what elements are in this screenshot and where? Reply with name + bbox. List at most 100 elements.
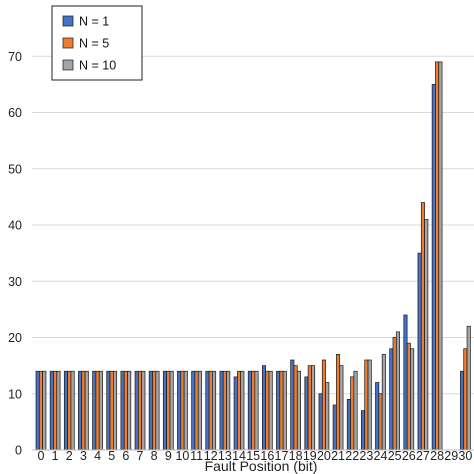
bar-n1-pos-18 bbox=[290, 359, 295, 451]
bar-n5-pos-15 bbox=[251, 370, 256, 451]
x-tick-label: 9 bbox=[165, 449, 172, 463]
bar-n5-pos-21 bbox=[336, 354, 341, 451]
bar-n1-pos-0 bbox=[35, 370, 40, 451]
bars bbox=[35, 61, 471, 451]
x-tick-label: 18 bbox=[289, 449, 303, 463]
bar-n1-pos-17 bbox=[276, 370, 281, 451]
bar-n1-pos-27 bbox=[417, 252, 422, 451]
bar-n1-pos-9 bbox=[162, 370, 167, 451]
bar-n1-pos-22 bbox=[346, 399, 351, 451]
bar-n5-pos-12 bbox=[208, 370, 213, 451]
bar-n5-pos-4 bbox=[95, 370, 100, 451]
y-tick-label: 20 bbox=[8, 331, 22, 345]
bar-n5-pos-5 bbox=[109, 370, 114, 451]
y-tick-label: 40 bbox=[8, 219, 22, 233]
x-tick-label: 23 bbox=[359, 449, 373, 463]
bar-n1-pos-19 bbox=[304, 376, 309, 451]
bar-n10-pos-0 bbox=[42, 370, 47, 451]
x-tick-label: 12 bbox=[204, 449, 218, 463]
bar-n10-pos-27 bbox=[424, 219, 429, 451]
bar-n10-pos-30 bbox=[466, 325, 471, 451]
bar-n1-pos-11 bbox=[191, 370, 196, 451]
bar-n10-pos-15 bbox=[254, 370, 259, 451]
bar-n5-pos-14 bbox=[237, 370, 242, 451]
bar-n10-pos-1 bbox=[56, 370, 61, 451]
x-tick-label: 30 bbox=[458, 449, 472, 463]
bar-n5-pos-17 bbox=[279, 370, 284, 451]
x-tick-label: 26 bbox=[402, 449, 416, 463]
x-tick-label: 16 bbox=[260, 449, 274, 463]
bar-n5-pos-24 bbox=[378, 393, 383, 451]
bar-n1-pos-15 bbox=[247, 370, 252, 451]
x-tick-label: 8 bbox=[151, 449, 158, 463]
x-tick-label: 5 bbox=[108, 449, 115, 463]
x-axis: 0 1 2 3 4 5 6 7 8 9 10 11 12 13 14 15 16 17 18 19 20 21 22 23 24… bbox=[38, 449, 473, 463]
bar-n5-pos-27 bbox=[420, 202, 425, 451]
bar-n5-pos-1 bbox=[53, 370, 58, 451]
bar-n10-pos-4 bbox=[98, 370, 103, 451]
bar-n10-pos-26 bbox=[410, 348, 415, 451]
bar-n10-pos-22 bbox=[353, 370, 358, 451]
bar-n1-pos-24 bbox=[375, 382, 380, 451]
x-tick-label: 10 bbox=[175, 449, 189, 463]
x-tick-label: 17 bbox=[275, 449, 289, 463]
bar-n1-pos-16 bbox=[262, 365, 267, 451]
bar-n10-pos-24 bbox=[381, 354, 386, 451]
bar-n5-pos-7 bbox=[138, 370, 143, 451]
y-tick-label: 10 bbox=[8, 387, 22, 401]
x-tick-label: 29 bbox=[444, 449, 458, 463]
x-tick-label: 0 bbox=[38, 449, 45, 463]
bar-n10-pos-3 bbox=[84, 370, 89, 451]
bar-n10-pos-9 bbox=[169, 370, 174, 451]
bar-n5-pos-19 bbox=[307, 365, 312, 451]
x-tick-label: 2 bbox=[66, 449, 73, 463]
bar-n5-pos-16 bbox=[265, 370, 270, 451]
bar-n10-pos-10 bbox=[183, 370, 188, 451]
bar-n5-pos-25 bbox=[392, 337, 397, 451]
bar-n10-pos-25 bbox=[395, 331, 400, 451]
legend: N = 1 N = 5 N = 10 bbox=[51, 5, 143, 81]
bar-n5-pos-0 bbox=[38, 370, 43, 451]
bar-n10-pos-11 bbox=[197, 370, 202, 451]
x-tick-label: 3 bbox=[80, 449, 87, 463]
bar-n5-pos-11 bbox=[194, 370, 199, 451]
x-tick-label: 27 bbox=[416, 449, 430, 463]
bar-n1-pos-23 bbox=[361, 410, 366, 451]
bar-n5-pos-9 bbox=[166, 370, 171, 451]
bar-n1-pos-1 bbox=[49, 370, 54, 451]
bar-n10-pos-12 bbox=[212, 370, 217, 451]
x-tick-label: 19 bbox=[303, 449, 317, 463]
bar-n10-pos-6 bbox=[127, 370, 132, 451]
bar-n10-pos-23 bbox=[367, 359, 372, 451]
legend-swatch-n10 bbox=[62, 59, 74, 71]
bar-n10-pos-16 bbox=[268, 370, 273, 451]
x-tick-label: 14 bbox=[232, 449, 246, 463]
bar-n10-pos-28 bbox=[438, 61, 443, 451]
bar-n5-pos-6 bbox=[123, 370, 128, 451]
bar-n5-pos-10 bbox=[180, 370, 185, 451]
x-tick-label: 4 bbox=[94, 449, 101, 463]
bar-n5-pos-8 bbox=[152, 370, 157, 451]
bar-n1-pos-10 bbox=[177, 370, 182, 451]
legend-swatch-n1 bbox=[62, 15, 74, 27]
x-tick-label: 1 bbox=[52, 449, 59, 463]
y-tick-label: 50 bbox=[8, 162, 22, 176]
bar-n1-pos-5 bbox=[106, 370, 111, 451]
bar-n10-pos-2 bbox=[70, 370, 75, 451]
bar-n5-pos-2 bbox=[67, 370, 72, 451]
bar-n10-pos-20 bbox=[325, 382, 330, 451]
y-axis: 0 10 20 30 40 50 60 70 bbox=[8, 50, 22, 458]
bar-n10-pos-7 bbox=[141, 370, 146, 451]
bar-n5-pos-20 bbox=[321, 359, 326, 451]
bar-n5-pos-13 bbox=[222, 370, 227, 451]
bar-n1-pos-4 bbox=[92, 370, 97, 451]
bar-n1-pos-12 bbox=[205, 370, 210, 451]
bar-n10-pos-14 bbox=[240, 370, 245, 451]
x-tick-label: 25 bbox=[388, 449, 402, 463]
bar-n5-pos-3 bbox=[81, 370, 86, 451]
bar-n5-pos-26 bbox=[406, 342, 411, 451]
x-tick-label: 11 bbox=[190, 449, 203, 463]
bar-n5-pos-23 bbox=[364, 359, 369, 451]
bar-n1-pos-2 bbox=[63, 370, 68, 451]
legend-label-n10: N = 10 bbox=[79, 59, 116, 73]
